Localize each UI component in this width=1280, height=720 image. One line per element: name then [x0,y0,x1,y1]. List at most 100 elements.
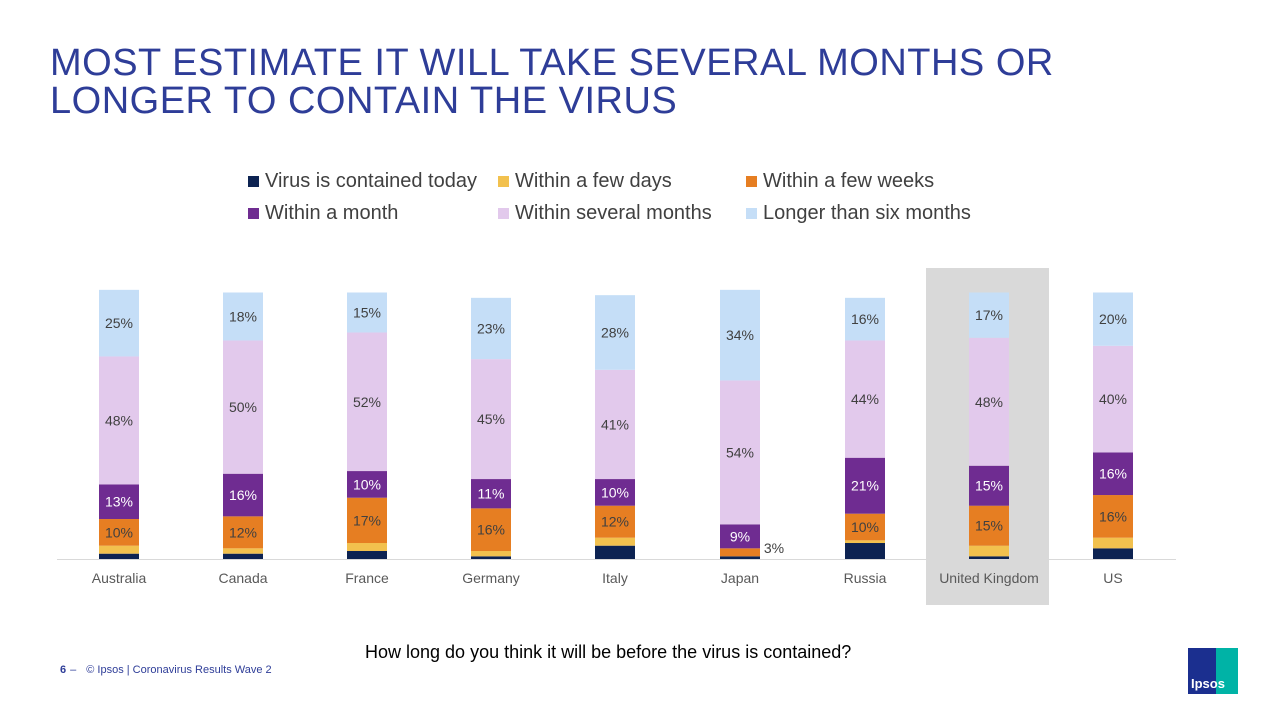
data-label-italy-within-a-few-weeks: 12% [601,514,629,530]
data-label-us-within-a-few-weeks: 16% [1099,508,1127,524]
data-label-australia-within-a-month: 13% [105,494,133,510]
legend-swatch-few-weeks [746,175,757,187]
data-label-italy-within-several-months: 41% [601,416,629,432]
bar-canada-within-a-few-days [223,548,263,554]
bar-japan-within-several-months [720,380,760,525]
category-label-germany: Germany [462,570,520,586]
bar-united-kingdom-within-a-few-days [969,545,1009,557]
data-label-canada-within-a-month: 16% [229,487,257,503]
bar-russia-within-a-few-weeks [845,513,885,541]
legend-swatch-six-months [746,207,757,219]
bar-canada-longer-than-six-months [223,292,263,341]
category-label-russia: Russia [844,570,887,586]
chart-title: MOST ESTIMATE IT WILL TAKE SEVERAL MONTH… [50,44,1200,120]
category-label-france: France [345,570,389,586]
page-number: 6 [60,664,67,676]
legend-item-several-months: Within several months [498,200,712,226]
data-label-france-within-a-month: 10% [353,476,381,492]
category-label-canada: Canada [218,570,267,586]
data-label-united-kingdom-within-a-month: 15% [975,478,1003,494]
legend-label-few-weeks: Within a few weeks [763,169,935,192]
bar-russia-within-a-few-days [845,540,885,544]
legend-label-month: Within a month [265,201,399,224]
category-label-japan: Japan [721,570,759,586]
data-label-germany-longer-than-six-months: 23% [477,320,505,336]
data-label-germany-within-a-month: 11% [478,486,505,502]
bar-canada-within-several-months [223,340,263,474]
bar-russia-within-a-month [845,457,885,514]
bar-canada-within-a-month [223,473,263,517]
legend: Virus is contained today Within a few da… [248,168,1048,232]
title-line-2: LONGER TO CONTAIN THE VIRUS [50,80,678,122]
bar-japan-within-a-few-weeks [720,548,760,557]
category-label-us: US [1103,570,1122,586]
bar-australia-within-several-months [99,356,139,485]
data-label-us-within-several-months: 40% [1099,391,1127,407]
bar-australia-within-a-month [99,484,139,520]
logo-teal-block [1216,648,1238,694]
data-label-japan-within-several-months: 54% [726,444,754,460]
data-label-italy-within-a-month: 10% [601,484,629,500]
survey-question: How long do you think it will be before … [365,642,852,662]
data-label-japan-within-a-few-weeks: 3% [764,540,784,556]
legend-swatch-several-months [498,207,509,219]
data-label-germany-within-a-few-weeks: 16% [477,522,505,538]
data-label-japan-longer-than-six-months: 34% [726,327,754,343]
legend-item-month: Within a month [248,200,398,226]
legend-item-six-months: Longer than six months [746,200,971,226]
bar-germany-within-a-few-days [471,551,511,557]
data-label-canada-within-a-few-weeks: 12% [229,524,257,540]
bar-france-within-a-month [347,471,387,498]
legend-label-contained-today: Virus is contained today [265,169,477,192]
bar-germany-virus-is-contained-today [471,556,511,559]
footer-copyright: © Ipsos | Coronavirus Results Wave 2 [86,664,272,676]
bar-us-within-a-few-weeks [1093,495,1133,538]
bar-russia-longer-than-six-months [845,297,885,341]
legend-item-few-days: Within a few days [498,168,672,194]
bar-italy-within-several-months [595,369,635,480]
bar-australia-virus-is-contained-today [99,553,139,559]
bar-canada-within-a-few-weeks [223,516,263,549]
logo-text: Ipsos [1191,676,1225,691]
bar-germany-longer-than-six-months [471,297,511,360]
category-label-australia: Australia [92,570,147,586]
bar-japan-longer-than-six-months [720,289,760,381]
legend-label-several-months: Within several months [515,201,712,224]
bar-us-within-a-month [1093,452,1133,496]
bar-canada-virus-is-contained-today [223,553,263,559]
bar-italy-within-a-month [595,479,635,506]
data-label-russia-within-a-few-weeks: 10% [851,519,879,535]
data-label-germany-within-several-months: 45% [477,411,505,427]
data-label-us-longer-than-six-months: 20% [1099,311,1127,327]
bar-germany-within-a-few-weeks [471,508,511,552]
data-label-japan-within-a-month: 9% [730,528,750,544]
title-line-1: MOST ESTIMATE IT WILL TAKE SEVERAL MONTH… [50,42,1054,84]
legend-label-few-days: Within a few days [515,169,672,192]
ipsos-logo: Ipsos [1188,648,1238,694]
bar-us-longer-than-six-months [1093,292,1133,346]
legend-swatch-month [248,207,259,219]
data-label-russia-longer-than-six-months: 16% [851,311,879,327]
bar-germany-within-a-month [471,479,511,509]
bar-italy-virus-is-contained-today [595,545,635,559]
footer: 6 – © Ipsos | Coronavirus Results Wave 2 [60,664,272,676]
bar-australia-within-a-few-days [99,545,139,554]
bar-us-within-a-few-days [1093,537,1133,549]
data-label-russia-within-a-month: 21% [851,478,879,494]
bar-us-virus-is-contained-today [1093,548,1133,559]
legend-item-contained-today: Virus is contained today [248,168,477,194]
category-label-italy: Italy [602,570,628,586]
bar-us-within-several-months [1093,345,1133,453]
bar-italy-within-a-few-days [595,537,635,546]
data-label-canada-within-several-months: 50% [229,399,257,415]
data-label-us-within-a-month: 16% [1099,466,1127,482]
bar-france-longer-than-six-months [347,292,387,333]
footer-dash: – [70,664,77,676]
data-label-australia-within-a-few-weeks: 10% [105,524,133,540]
bar-germany-within-several-months [471,359,511,480]
data-label-united-kingdom-within-a-few-weeks: 15% [975,518,1003,534]
data-label-united-kingdom-within-several-months: 48% [975,394,1003,410]
data-label-italy-longer-than-six-months: 28% [601,324,629,340]
bar-united-kingdom-longer-than-six-months [969,292,1009,338]
